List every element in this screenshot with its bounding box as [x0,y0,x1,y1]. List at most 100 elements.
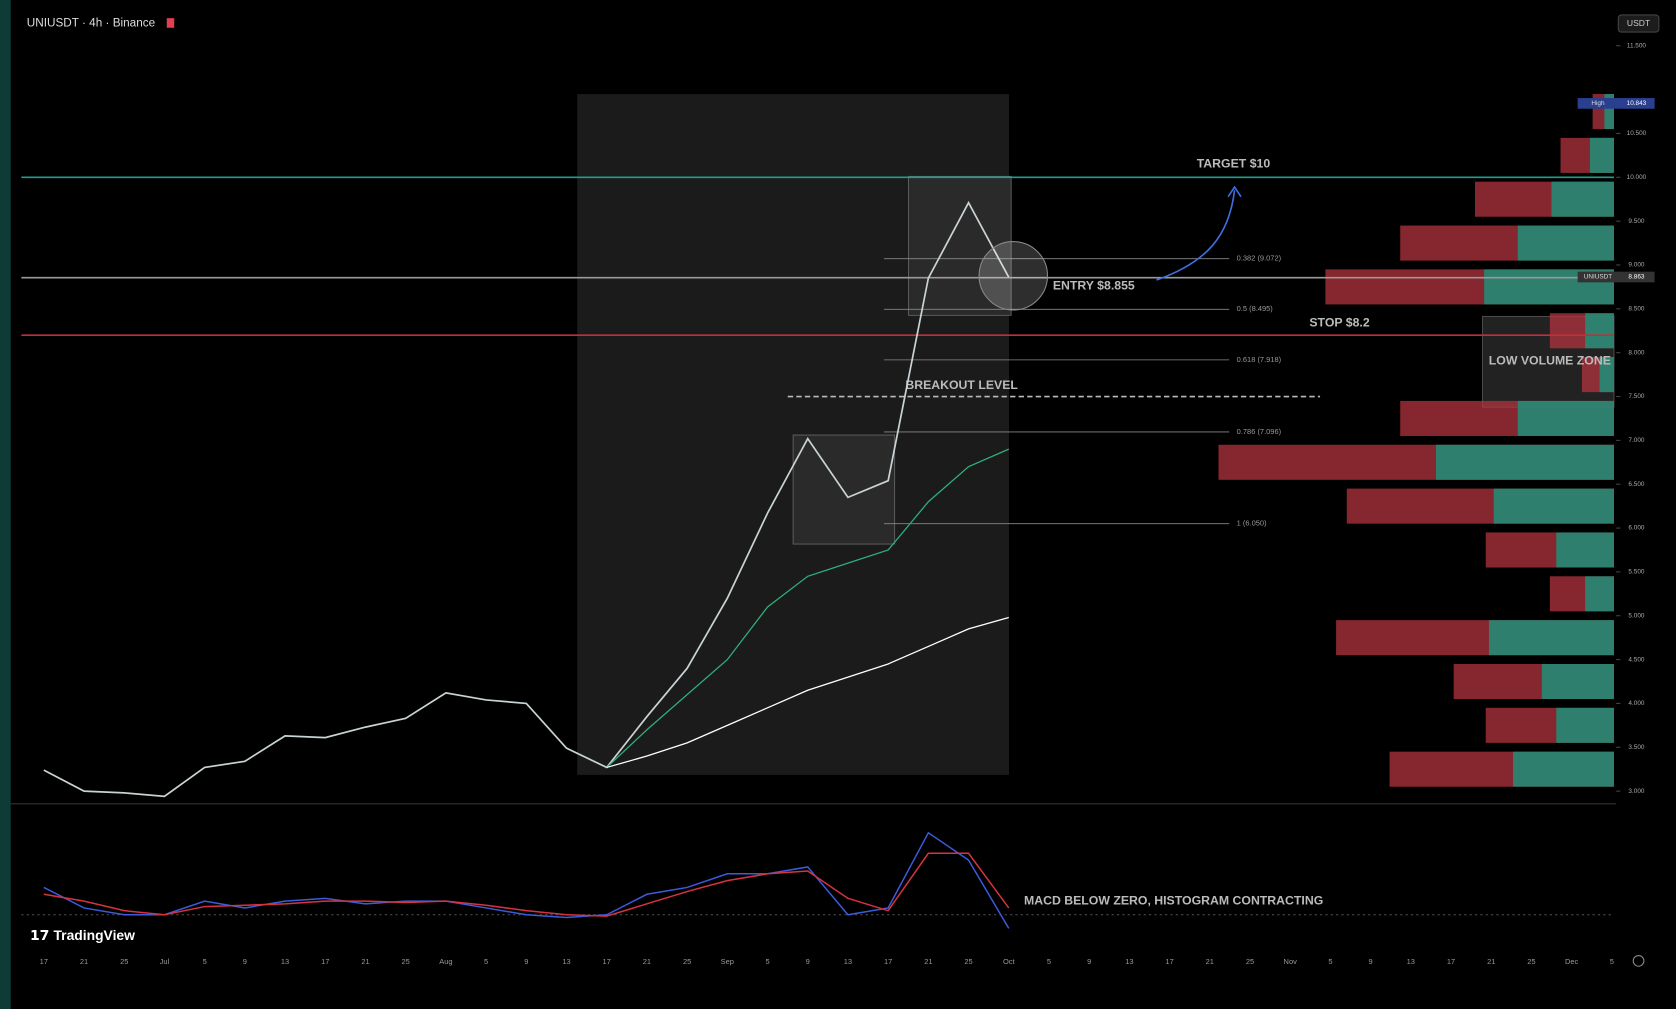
y-tick-label: 9.500 [1628,218,1644,225]
x-tick-label: 5 [1610,957,1614,966]
x-tick-label: 21 [1206,957,1214,966]
x-tick-label: 9 [1369,957,1373,966]
x-tick-label: 17 [884,957,892,966]
series-line [43,831,1010,929]
y-tick-label: 6.000 [1628,525,1644,532]
x-tick-label: Aug [439,957,452,966]
volume-bar-part [1599,357,1614,393]
zone-label: LOW VOLUME ZONE [1489,354,1611,368]
y-tick-label: 7.000 [1628,437,1644,444]
edge [0,0,11,1009]
x-tick-label: 5 [1328,957,1332,966]
x-tick-label: 21 [1487,957,1495,966]
x-tick-label: 5 [484,957,488,966]
x-tick-label: 13 [844,957,852,966]
currency-button[interactable] [1617,14,1660,33]
volume-bar-part [1556,707,1614,743]
entry-circle [978,241,1049,311]
x-tick-label: Nov [1284,957,1298,966]
volume-bar-part [1512,751,1614,787]
volume-bar-part [1517,400,1614,436]
x-tick-label: 5 [1047,957,1051,966]
price-tag-price: 8.863 [1628,274,1644,281]
x-tick-label: 5 [765,957,769,966]
x-tick-label: 13 [281,957,289,966]
level-label: TARGET $10 [1197,157,1271,171]
y-tick-label: 5.500 [1628,569,1644,576]
volume-bar-part [1517,225,1614,261]
y-tick-label: 7.500 [1628,393,1644,400]
volume-bar-part [1551,181,1614,217]
x-tick-label: 21 [80,957,88,966]
x-tick-label: 9 [524,957,528,966]
level-label: STOP $8.2 [1309,316,1369,330]
x-tick-label: 21 [361,957,369,966]
volume-bar-part [1556,532,1614,568]
arrow-head [1227,185,1242,198]
y-tick-label: 4.000 [1628,700,1644,707]
volume-bar-part [1541,663,1614,700]
fib-label: 0.382 (9.072) [1237,254,1282,263]
volume-bar-part [1493,488,1614,524]
y-tick-label: 6.500 [1628,481,1644,488]
fib-label: 0.5 (8.495) [1237,304,1274,313]
x-tick-label: 13 [562,957,570,966]
volume-bar-part [1604,94,1614,130]
volume-bar-part [1589,137,1614,173]
series-line [43,852,1010,917]
fib-label: 0.786 (7.096) [1237,427,1282,436]
x-tick-label: 17 [321,957,329,966]
consolidation-box [792,434,896,545]
volume-bar-part [1488,620,1614,656]
volume-bar-part [1585,313,1614,349]
macd-note: MACD BELOW ZERO, HISTOGRAM CONTRACTING [1024,893,1323,907]
brand: TradingView [53,927,135,943]
x-tick-label: 21 [643,957,651,966]
price-tag-label: High [1591,100,1605,107]
y-tick-label: 3.500 [1628,744,1644,751]
x-tick-label: 25 [1246,957,1254,966]
price-tag-label: UNIUSDT [1584,274,1613,281]
series-line [606,448,1010,768]
x-tick-label: 13 [1125,957,1133,966]
x-tick-label: 9 [1087,957,1091,966]
y-tick-label: 4.500 [1628,656,1644,663]
price-tag-price: 10.843 [1627,100,1647,107]
x-tick-label: 13 [1407,957,1415,966]
x-tick-label: Dec [1565,957,1579,966]
y-tick-label: 10.500 [1627,130,1647,137]
y-tick-label: 8.000 [1628,349,1644,356]
flag [166,18,175,28]
settings[interactable] [1632,955,1645,967]
plot: 3.000 3.500 4.000 4.500 5.000 5.500 6.000 6.500… [21,42,1655,966]
x-tick-label: 25 [120,957,128,966]
x-tick-label: 25 [683,957,691,966]
series-line [606,616,1009,769]
volume-bar-part [1436,444,1614,480]
fib-label: 1 (6.050) [1237,519,1267,528]
arrow [1156,190,1236,281]
x-tick-label: 17 [1165,957,1173,966]
x-tick-label: 25 [964,957,972,966]
volume-bar-part [1585,576,1614,612]
price-tag [1577,271,1655,283]
x-tick-label: Sep [721,957,734,966]
x-tick-label: 9 [243,957,247,966]
x-tick-label: 25 [1527,957,1535,966]
y-tick-label: 11.500 [1627,42,1647,49]
x-tick-label: 17 [1447,957,1455,966]
x-tick-label: 17 [603,957,611,966]
y-tick-label: 3.000 [1628,788,1644,795]
brand-logo: 𝟭𝟳 [30,927,49,943]
x-tick-label: Jul [160,957,170,966]
price-tag [1577,98,1655,109]
y-tick-label: 5.000 [1628,612,1644,619]
x-tick-label: 21 [924,957,932,966]
x-tick-label: 25 [402,957,410,966]
currency[interactable]: USDT [1627,18,1651,28]
x-tick-label: 5 [203,957,207,966]
fib-label: 0.618 (7.918) [1237,355,1282,364]
level-label: BREAKOUT LEVEL [905,378,1018,392]
